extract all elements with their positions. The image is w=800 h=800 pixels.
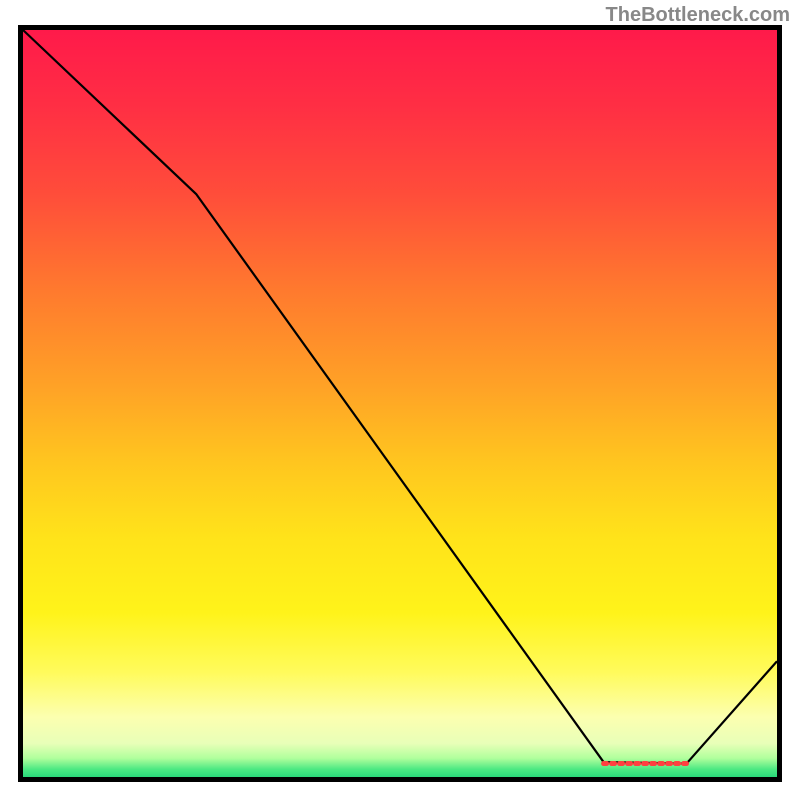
bottleneck-chart-svg: [18, 25, 782, 782]
chart-inner: [18, 25, 782, 782]
page-container: TheBottleneck.com: [0, 0, 800, 800]
chart-background: [23, 30, 777, 777]
chart-area: [18, 25, 782, 782]
watermark-label: TheBottleneck.com: [606, 4, 790, 27]
